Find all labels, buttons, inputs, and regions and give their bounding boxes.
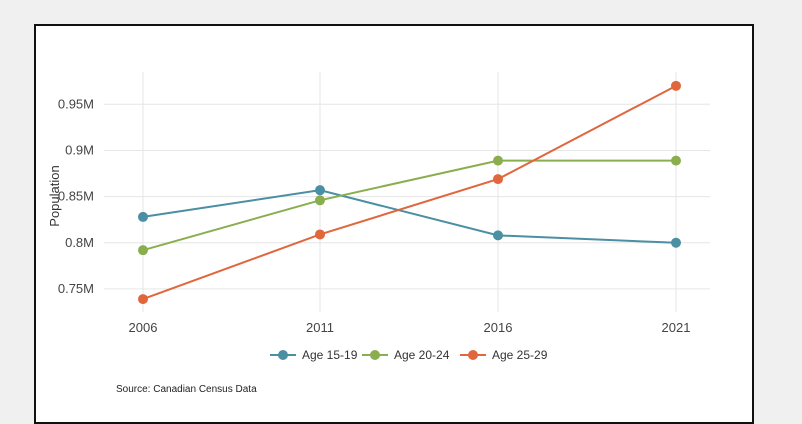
- legend-item-2: Age 20-24: [362, 348, 450, 362]
- data-point: [315, 229, 325, 240]
- y-tick-label: 0.9M: [65, 142, 94, 157]
- data-point: [138, 211, 148, 222]
- legend-item-1: Age 15-19: [270, 348, 358, 362]
- data-point: [315, 195, 325, 206]
- series-points: [138, 80, 681, 305]
- legend: Age 15-19 Age 20-24 Age 25-29: [270, 348, 548, 362]
- series-line-1: [142, 189, 677, 244]
- line-chart: 0.75M 0.8M 0.85M 0.9M 0.95M 2006 2011 2016 2021…: [47, 72, 710, 362]
- y-tick-label: 0.8M: [65, 235, 94, 250]
- source-note: Source: Canadian Census Data: [116, 384, 257, 395]
- legend-marker: [278, 350, 288, 360]
- legend-item-3: Age 25-29: [460, 348, 548, 362]
- series-lines: [142, 84, 677, 301]
- legend-marker: [468, 350, 478, 360]
- data-point: [493, 230, 503, 241]
- x-tick-label: 2021: [662, 320, 691, 335]
- data-point: [671, 155, 681, 166]
- data-point: [671, 80, 681, 91]
- grid-lines: [104, 72, 710, 312]
- chart-frame: [34, 24, 754, 424]
- legend-marker: [370, 350, 380, 360]
- data-point: [315, 185, 325, 196]
- x-tick-label: 2011: [306, 320, 334, 335]
- y-tick-label: 0.75M: [58, 281, 94, 296]
- y-axis-ticks: 0.75M 0.8M 0.85M 0.9M 0.95M: [58, 96, 94, 296]
- series-line-2: [142, 159, 676, 252]
- x-axis-ticks: 2006 2011 2016 2021: [129, 320, 691, 335]
- data-point: [493, 155, 503, 166]
- data-point: [138, 245, 148, 256]
- x-tick-label: 2006: [129, 320, 158, 335]
- y-tick-label: 0.95M: [58, 96, 94, 111]
- series-line-3: [142, 84, 677, 301]
- x-tick-label: 2016: [484, 320, 513, 335]
- data-point: [493, 174, 503, 185]
- data-point: [671, 237, 681, 248]
- y-axis-label: Population: [47, 165, 62, 226]
- y-tick-label: 0.85M: [58, 189, 94, 204]
- legend-label: Age 20-24: [394, 348, 450, 362]
- data-point: [138, 294, 148, 305]
- legend-label: Age 25-29: [492, 348, 548, 362]
- legend-label: Age 15-19: [302, 348, 358, 362]
